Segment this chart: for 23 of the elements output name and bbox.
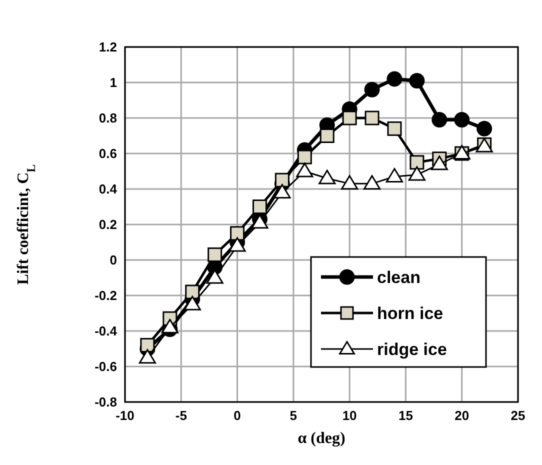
x-tick-label: 20: [454, 408, 470, 423]
x-tick-label: -5: [175, 408, 187, 423]
y-tick-label: 0: [110, 252, 117, 268]
y-tick-label: 1.2: [98, 40, 117, 54]
x-tick-label: 25: [510, 408, 526, 423]
x-tick-label: 10: [342, 408, 357, 423]
legend-label: ridge ice: [377, 340, 447, 359]
x-axis-title: α (deg): [298, 430, 346, 447]
x-tick-label: 15: [398, 408, 413, 423]
legend-label: clean: [377, 268, 420, 287]
x-tick-label: 0: [234, 408, 241, 423]
y-tick-label: 0.2: [98, 217, 117, 232]
y-tick-label: 0.8: [98, 110, 117, 126]
x-tick-label: 5: [290, 408, 298, 423]
x-tick-label: -10: [116, 408, 134, 423]
y-tick-label: 0.4: [98, 182, 118, 196]
y-tick-label: 1: [110, 75, 117, 90]
y-tick-label: -0.8: [94, 394, 117, 410]
y-tick-label: 0.6: [98, 146, 117, 161]
y-tick-label: -0.6: [94, 359, 117, 374]
legend-label: horn ice: [377, 304, 444, 323]
y-tick-label: -0.4: [94, 324, 118, 338]
y-tick-label: -0.2: [94, 288, 117, 303]
